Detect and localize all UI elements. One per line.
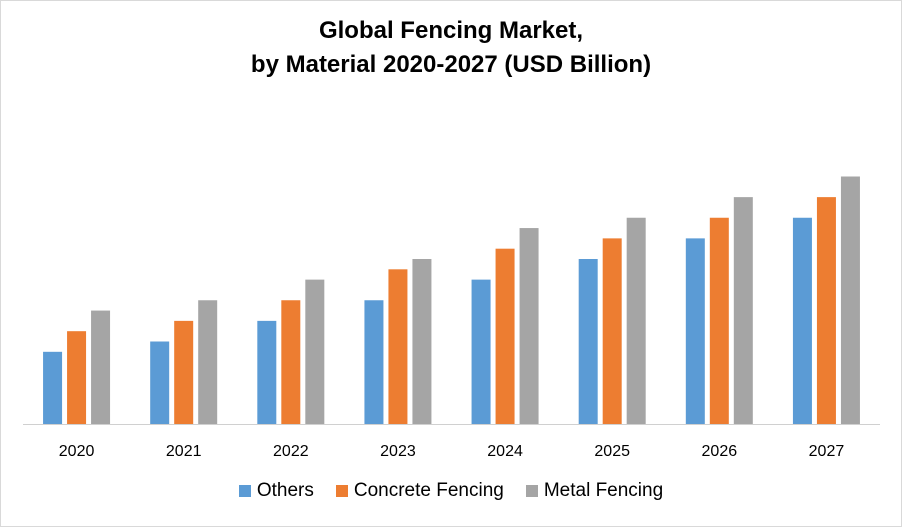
bar-concrete-fencing-2026 — [709, 217, 729, 424]
bar-concrete-fencing-2024 — [495, 248, 515, 424]
legend: Others Concrete Fencing Metal Fencing — [0, 480, 902, 502]
bar-metal-fencing-2020 — [91, 310, 111, 424]
x-tick-label: 2021 — [166, 443, 202, 460]
chart-title: Global Fencing Market, by Material 2020-… — [0, 14, 902, 82]
legend-item-metal-fencing: Metal Fencing — [525, 480, 664, 502]
legend-swatch — [238, 485, 251, 497]
bar-others-2024 — [471, 279, 491, 424]
bar-concrete-fencing-2021 — [174, 320, 194, 424]
x-tick-label: 2025 — [594, 443, 630, 460]
x-tick-label: 2026 — [702, 443, 738, 460]
bar-concrete-fencing-2025 — [602, 238, 622, 424]
bar-metal-fencing-2025 — [626, 217, 646, 424]
bar-concrete-fencing-2020 — [67, 331, 87, 424]
legend-swatch — [335, 485, 348, 497]
chart-title-line2: by Material 2020-2027 (USD Billion) — [250, 51, 652, 78]
legend-swatch — [525, 485, 538, 497]
bar-others-2025 — [578, 259, 598, 424]
bar-others-2026 — [685, 238, 705, 424]
bar-metal-fencing-2027 — [840, 176, 860, 424]
bar-others-2022 — [257, 320, 277, 424]
bar-others-2021 — [150, 341, 170, 424]
bar-metal-fencing-2023 — [412, 259, 432, 424]
x-tick-label: 2027 — [809, 443, 845, 460]
bar-concrete-fencing-2027 — [816, 197, 836, 424]
x-tick-label: 2022 — [273, 443, 309, 460]
legend-item-others: Others — [238, 480, 314, 502]
bar-metal-fencing-2021 — [198, 300, 218, 424]
bar-metal-fencing-2026 — [733, 197, 753, 424]
chart-title-line1: Global Fencing Market, — [318, 17, 584, 44]
bar-metal-fencing-2024 — [519, 228, 539, 424]
bar-others-2020 — [43, 351, 63, 424]
bar-others-2027 — [792, 217, 812, 424]
x-tick-label: 2024 — [487, 443, 523, 460]
bar-metal-fencing-2022 — [305, 279, 325, 424]
legend-label: Others — [256, 480, 314, 501]
bar-others-2023 — [364, 300, 384, 424]
bar-concrete-fencing-2022 — [281, 300, 301, 424]
legend-label: Metal Fencing — [543, 480, 664, 501]
bar-concrete-fencing-2023 — [388, 269, 408, 424]
legend-label: Concrete Fencing — [353, 480, 504, 501]
x-tick-label: 2023 — [380, 443, 416, 460]
x-tick-label: 2020 — [59, 443, 95, 460]
legend-item-concrete-fencing: Concrete Fencing — [335, 480, 504, 502]
